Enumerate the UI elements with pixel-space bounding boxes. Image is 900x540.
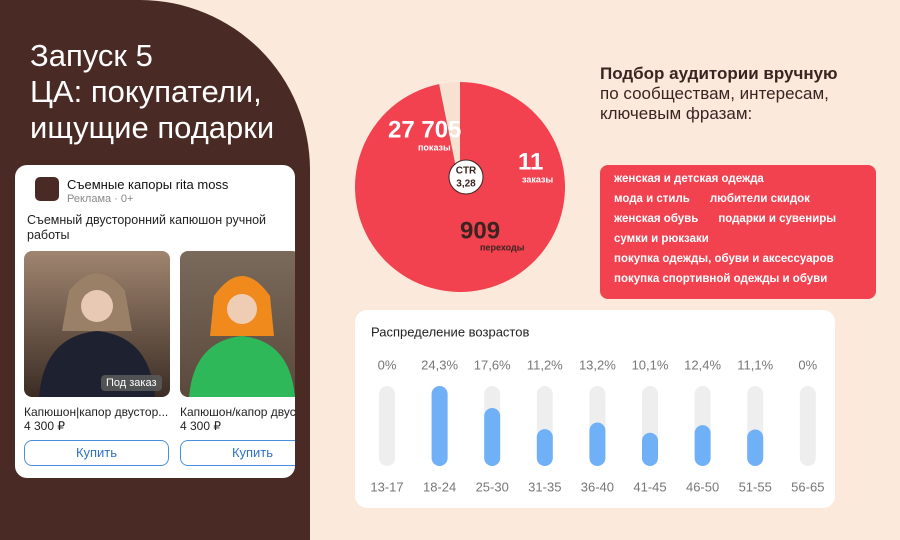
bar bbox=[431, 386, 448, 466]
x-tick-label: 25-30 bbox=[476, 479, 509, 494]
title-line: ЦА: покупатели, bbox=[30, 74, 262, 109]
title-line: Запуск 5 bbox=[30, 38, 153, 73]
pie-slice bbox=[438, 84, 460, 187]
audience-tag: сумки и рюкзаки bbox=[614, 233, 709, 245]
slice-label: показы bbox=[418, 142, 451, 152]
buy-button[interactable]: Купить bbox=[180, 440, 295, 466]
slice-value: 11 bbox=[518, 148, 543, 175]
brand-name: Съемные капоры rita moss bbox=[67, 177, 229, 192]
audience-tag: мода и стиль bbox=[614, 193, 690, 205]
x-tick-label: 41-45 bbox=[633, 479, 666, 494]
ad-card: Съемные капоры rita moss Реклама · 0+ Съ… bbox=[15, 165, 295, 478]
bar bbox=[536, 429, 553, 466]
audience-tag: подарки и сувениры bbox=[718, 213, 837, 225]
x-tick-label: 13-17 bbox=[370, 479, 403, 494]
audience-tag: любители скидок bbox=[709, 193, 810, 205]
bar bbox=[589, 422, 606, 466]
x-tick-label: 51-55 bbox=[739, 479, 772, 494]
product-price: 4 300 ₽ bbox=[180, 419, 221, 433]
jacket bbox=[189, 336, 295, 397]
value-label: 12,4% bbox=[684, 357, 721, 372]
value-label: 24,3% bbox=[421, 357, 458, 372]
badge: Под заказ bbox=[101, 375, 162, 391]
x-tick-label: 36-40 bbox=[581, 479, 614, 494]
ctr-label: CTR bbox=[456, 166, 477, 177]
ad-description: Съемный двусторонний капюшон ручной рабо… bbox=[27, 213, 267, 242]
face bbox=[81, 290, 113, 322]
x-tick-label: 31-35 bbox=[528, 479, 561, 494]
audience-tag: покупка спортивной одежды и обуви bbox=[614, 273, 828, 285]
bar bbox=[694, 425, 711, 466]
slice-value: 909 bbox=[460, 217, 500, 244]
x-tick-label: 18-24 bbox=[423, 479, 456, 494]
slice-label: переходы bbox=[480, 242, 525, 252]
audience-tag: покупка одежды, обуви и аксессуаров bbox=[614, 253, 834, 265]
value-label: 0% bbox=[378, 357, 397, 372]
product-name: Капюшон|капор двустор... bbox=[24, 405, 169, 419]
bar bbox=[484, 408, 501, 466]
value-label: 11,1% bbox=[737, 357, 773, 372]
bar-track bbox=[379, 386, 395, 466]
value-label: 10,1% bbox=[632, 357, 669, 372]
value-label: 11,2% bbox=[527, 357, 563, 372]
value-label: 13,2% bbox=[579, 357, 616, 372]
ad-meta: Реклама · 0+ bbox=[67, 193, 134, 205]
audience-heading: Подбор аудитории вручную bbox=[600, 64, 838, 83]
bar bbox=[642, 432, 658, 466]
ctr-value: 3,28 bbox=[456, 179, 476, 190]
product-price: 4 300 ₽ bbox=[24, 419, 65, 433]
tag-box: женская и детская одежда мода и стиль люби… bbox=[600, 165, 876, 299]
bar-track bbox=[799, 386, 816, 466]
buy-button[interactable]: Купить bbox=[24, 440, 169, 466]
bar bbox=[747, 429, 764, 466]
pie-slice bbox=[439, 82, 460, 187]
value-label: 17,6% bbox=[474, 357, 511, 372]
audience-tag: женская обувь bbox=[614, 213, 699, 225]
face bbox=[227, 294, 257, 324]
pie-center bbox=[448, 159, 484, 195]
audience-subheading: по сообществам, интересам, ключевым фраз… bbox=[600, 84, 829, 123]
x-tick-label: 46-50 bbox=[686, 479, 719, 494]
x-tick-label: 56-65 bbox=[791, 479, 824, 494]
title-line: ищущие подарки bbox=[30, 110, 275, 145]
brand-logo bbox=[35, 177, 59, 201]
value-label: 0% bbox=[798, 357, 817, 372]
product-name: Капюшон/капор двус bbox=[180, 405, 295, 419]
slice-value: 27 705 bbox=[388, 116, 461, 143]
slice-label: заказы bbox=[522, 174, 553, 184]
audience-tag: женская и детская одежда bbox=[614, 173, 764, 185]
product-images bbox=[24, 251, 295, 397]
chart-title: Распределение возрастов bbox=[371, 324, 529, 339]
